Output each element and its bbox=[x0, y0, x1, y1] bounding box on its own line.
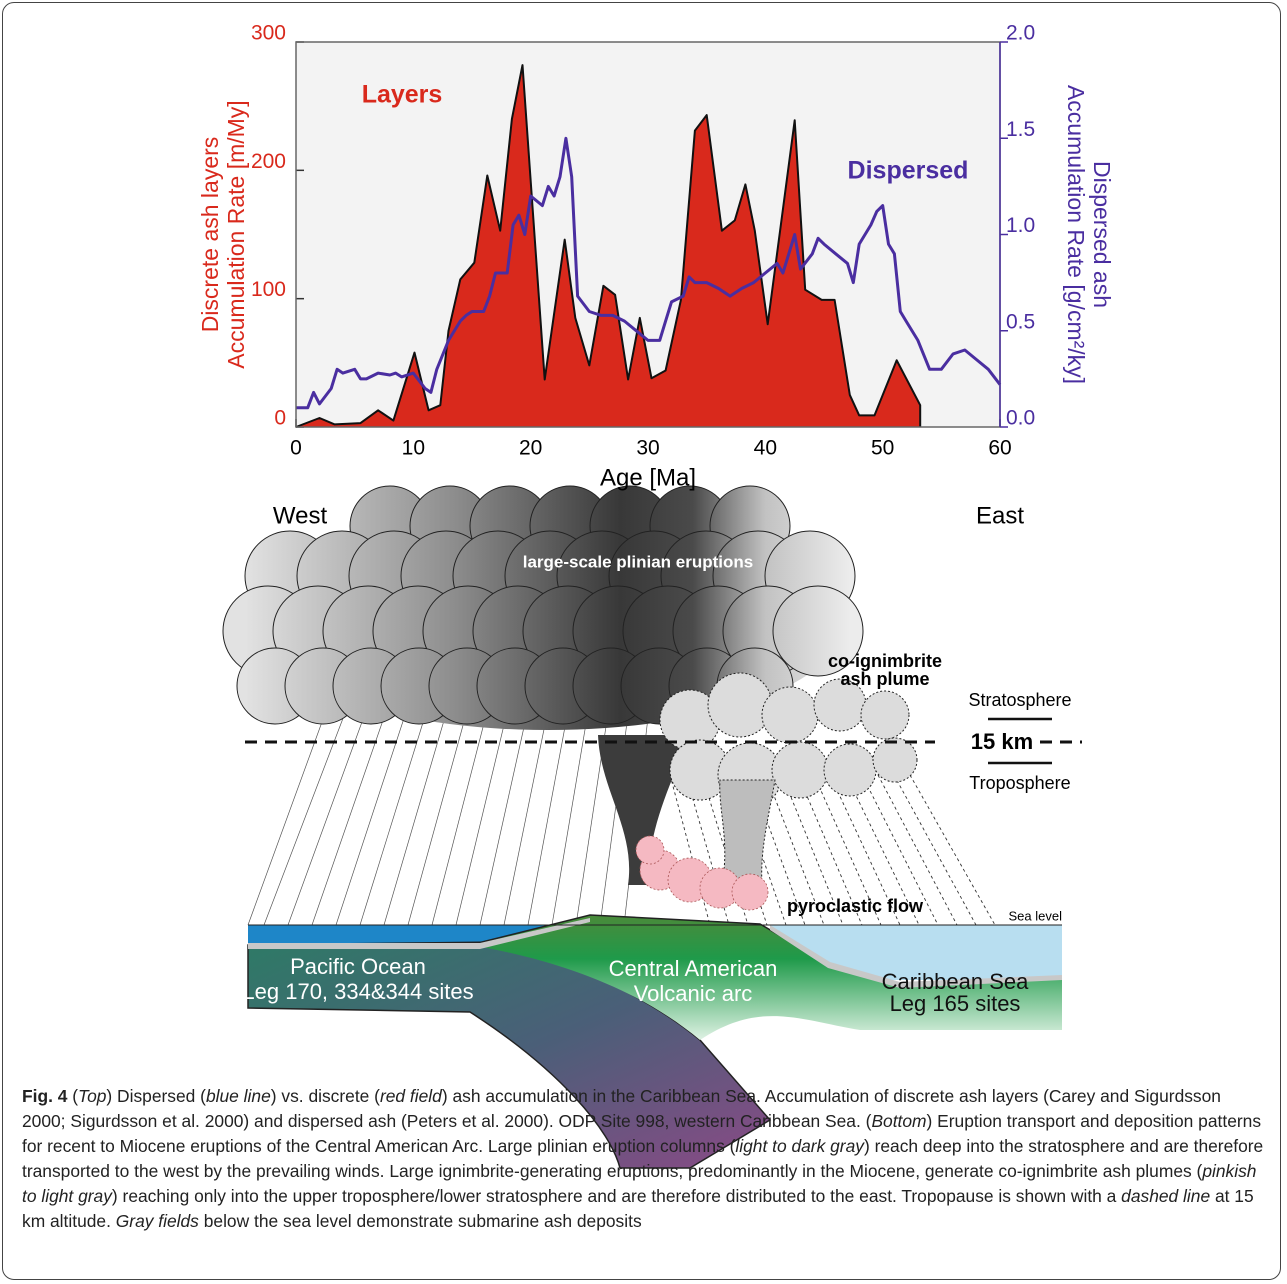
plume-puff bbox=[823, 743, 877, 797]
caption-text: ) Eruption transport and deposition patt… bbox=[22, 1111, 1262, 1156]
plume-column bbox=[719, 779, 776, 886]
x-axis-title: Age [Ma] bbox=[600, 464, 696, 491]
pyroclastic-puff bbox=[635, 835, 665, 865]
coignimbrite-label: co-ignimbrite bbox=[828, 651, 942, 671]
caption-text: ) Dispersed ( bbox=[106, 1086, 206, 1106]
cloud-puff bbox=[772, 585, 864, 677]
west-label: West bbox=[273, 502, 328, 529]
plume-puff bbox=[707, 672, 773, 738]
coignimbrite-label: ash plume bbox=[840, 669, 929, 689]
stratosphere-label: Stratosphere bbox=[968, 690, 1071, 710]
ash-fall-line bbox=[407, 699, 471, 926]
caption-italic: dashed line bbox=[1121, 1186, 1211, 1206]
x-tick-label: 40 bbox=[754, 437, 777, 460]
y-axis-title: Accumulation Rate [m/My] bbox=[223, 100, 249, 368]
east-label: East bbox=[976, 502, 1024, 529]
ash-fall-line bbox=[311, 699, 391, 926]
ash-fall-line bbox=[877, 774, 958, 926]
pyroclastic-puff bbox=[731, 873, 769, 911]
y2-tick-label: 1.0 bbox=[1006, 214, 1035, 237]
y2-tick-label: 2.0 bbox=[1006, 22, 1035, 45]
caption-italic: red field bbox=[379, 1086, 442, 1106]
caption-italic: light to dark gray bbox=[735, 1136, 864, 1156]
eruption-column bbox=[598, 735, 690, 885]
caption-italic: Gray fields bbox=[115, 1211, 199, 1231]
caption: Fig. 4 (Top) Dispersed (blue line) vs. d… bbox=[22, 1084, 1267, 1234]
ash-fall-line bbox=[575, 699, 611, 926]
caption-text: at 15 km altitude. bbox=[22, 1186, 1254, 1231]
region-label: Volcanic arc bbox=[634, 981, 753, 1006]
plume-puff bbox=[872, 737, 918, 783]
y2-axis-title: Dispersed ash bbox=[1089, 161, 1115, 308]
troposphere-label: Troposphere bbox=[969, 773, 1070, 793]
ash-fall-line bbox=[455, 699, 511, 926]
x-tick-label: 20 bbox=[519, 437, 542, 460]
caption-italic: Bottom bbox=[871, 1111, 927, 1131]
volcanic-arc bbox=[470, 915, 1062, 1040]
y2-axis-title: Accumulation Rate [g/cm²/ky] bbox=[1063, 85, 1089, 384]
caption-italic: pinkish to light gray bbox=[22, 1161, 1257, 1206]
x-tick-label: 10 bbox=[402, 437, 425, 460]
figure: 0 10 20 30 40 50 60 0 100 200 300 0.0 0.5 1.0 1.5 2.0 Ag… bbox=[197, 22, 1115, 1169]
caption-text: below the sea level demonstrate submarin… bbox=[198, 1211, 642, 1231]
y2-tick-label: 0.5 bbox=[1006, 310, 1035, 333]
y-tick-label: 0 bbox=[274, 407, 286, 430]
x-tick-label: 30 bbox=[636, 437, 659, 460]
ash-fall-line bbox=[685, 774, 730, 926]
ash-fall-line bbox=[551, 699, 591, 926]
caption-text: ) reach deep into the stratosphere and a… bbox=[22, 1136, 1264, 1181]
ash-fall-line bbox=[247, 699, 331, 926]
y-tick-label: 100 bbox=[251, 278, 286, 301]
ash-fall-line bbox=[527, 699, 571, 926]
series-label: Layers bbox=[362, 81, 443, 109]
caption-label: Fig. 4 bbox=[22, 1086, 68, 1106]
caption-italic: Top bbox=[78, 1086, 107, 1106]
y2-tick-label: 1.5 bbox=[1006, 118, 1035, 141]
caption-text: ) vs. discrete ( bbox=[270, 1086, 380, 1106]
y-axis-title: Discrete ash layers bbox=[197, 137, 223, 333]
plume-puff bbox=[771, 741, 829, 799]
ash-fall-line bbox=[287, 699, 371, 926]
altitude-label: 15 km bbox=[971, 729, 1033, 754]
region-label: Caribbean Sea bbox=[882, 969, 1030, 994]
ash-fall-line bbox=[431, 699, 491, 926]
x-tick-label: 60 bbox=[988, 437, 1011, 460]
region-label: Leg 165 sites bbox=[890, 991, 1021, 1016]
ash-fall-line bbox=[335, 699, 411, 926]
ash-deposit bbox=[248, 918, 590, 949]
ash-fall-line bbox=[263, 699, 351, 926]
y-tick-label: 200 bbox=[251, 150, 286, 173]
ash-fall-line bbox=[479, 699, 531, 926]
plume-puff bbox=[860, 690, 910, 740]
ash-fall-line bbox=[845, 774, 920, 926]
x-tick-label: 0 bbox=[290, 437, 302, 460]
caption-text: ) reaching only into the upper troposphe… bbox=[111, 1186, 1122, 1206]
plinian-label: large-scale plinian eruptions bbox=[523, 552, 754, 571]
caption-text: ) ash accumulation in the Caribbean Sea.… bbox=[22, 1086, 1221, 1131]
sea-level-label: Sea level bbox=[1009, 908, 1063, 923]
ash-fall-line bbox=[765, 774, 825, 926]
ash-fall-line bbox=[359, 699, 431, 926]
ash-fall-line bbox=[861, 774, 939, 926]
ash-fall-line bbox=[503, 699, 551, 926]
y2-tick-label: 0.0 bbox=[1006, 407, 1035, 430]
pyroclastic-label: pyroclastic flow bbox=[787, 896, 924, 916]
ash-fall-line bbox=[893, 774, 977, 926]
ash-fall-line bbox=[909, 774, 996, 926]
region-label: Leg 170, 334&344 sites bbox=[242, 979, 473, 1004]
ash-fall-line bbox=[781, 774, 844, 926]
plume-puff bbox=[761, 686, 819, 744]
caption-italic: blue line bbox=[205, 1086, 271, 1106]
ash-fall-line bbox=[383, 699, 451, 926]
y-tick-label: 300 bbox=[251, 22, 286, 45]
x-tick-label: 50 bbox=[871, 437, 894, 460]
series-label: Dispersed bbox=[848, 157, 969, 185]
region-label: Pacific Ocean bbox=[290, 954, 426, 979]
line bbox=[296, 136, 1002, 410]
ash-fall-line bbox=[669, 774, 711, 926]
caption-text: ( bbox=[67, 1086, 79, 1106]
region-label: Central American bbox=[609, 956, 778, 981]
